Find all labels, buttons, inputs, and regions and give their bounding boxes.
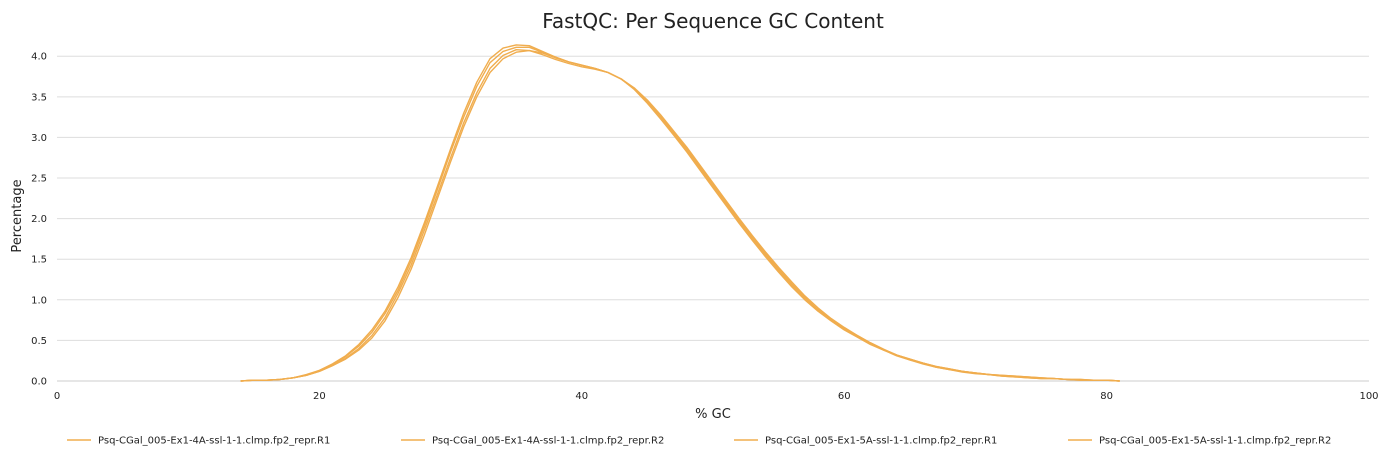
x-tick-label: 60 [838,391,851,402]
legend-label: Psq-CGal_005-Ex1-4A-ssl-1-1.clmp.fp2_rep… [98,436,330,447]
legend-item-1[interactable]: Psq-CGal_005-Ex1-4A-ssl-1-1.clmp.fp2_rep… [67,436,330,447]
legend-label: Psq-CGal_005-Ex1-4A-ssl-1-1.clmp.fp2_rep… [432,436,664,447]
y-tick-label: 2.0 [31,214,47,225]
y-tick-label: 0.0 [31,377,47,388]
x-tick-label: 0 [54,391,60,402]
y-tick-label: 2.5 [31,174,47,185]
y-tick-label: 1.5 [31,255,47,266]
y-axis-ticks: 0.0 0.5 1.0 1.5 2.0 2.5 3.0 3.5 4.0 [31,52,47,388]
series-line-4[interactable] [240,46,1120,382]
x-tick-label: 80 [1100,391,1113,402]
y-tick-label: 4.0 [31,52,47,63]
legend-label: Psq-CGal_005-Ex1-5A-ssl-1-1.clmp.fp2_rep… [1099,436,1331,447]
x-tick-label: 40 [575,391,588,402]
legend-item-2[interactable]: Psq-CGal_005-Ex1-4A-ssl-1-1.clmp.fp2_rep… [401,436,664,447]
legend-label: Psq-CGal_005-Ex1-5A-ssl-1-1.clmp.fp2_rep… [765,436,997,447]
y-tick-label: 3.5 [31,92,47,103]
y-tick-label: 1.0 [31,295,47,306]
legend-item-3[interactable]: Psq-CGal_005-Ex1-5A-ssl-1-1.clmp.fp2_rep… [734,436,997,447]
series-line-3[interactable] [240,44,1120,382]
x-axis-label: % GC [695,407,731,422]
y-tick-label: 3.0 [31,133,47,144]
legend[interactable]: Psq-CGal_005-Ex1-4A-ssl-1-1.clmp.fp2_rep… [67,436,1331,447]
x-tick-label: 20 [313,391,326,402]
series-lines [240,44,1120,382]
y-axis-label: Percentage [10,179,25,252]
grid-lines [57,55,1369,341]
x-tick-label: 100 [1359,391,1378,402]
legend-item-4[interactable]: Psq-CGal_005-Ex1-5A-ssl-1-1.clmp.fp2_rep… [1068,436,1331,447]
chart-title: FastQC: Per Sequence GC Content [542,9,884,33]
y-tick-label: 0.5 [31,336,47,347]
x-axis-ticks: 0 20 40 60 80 100 [54,391,1379,402]
